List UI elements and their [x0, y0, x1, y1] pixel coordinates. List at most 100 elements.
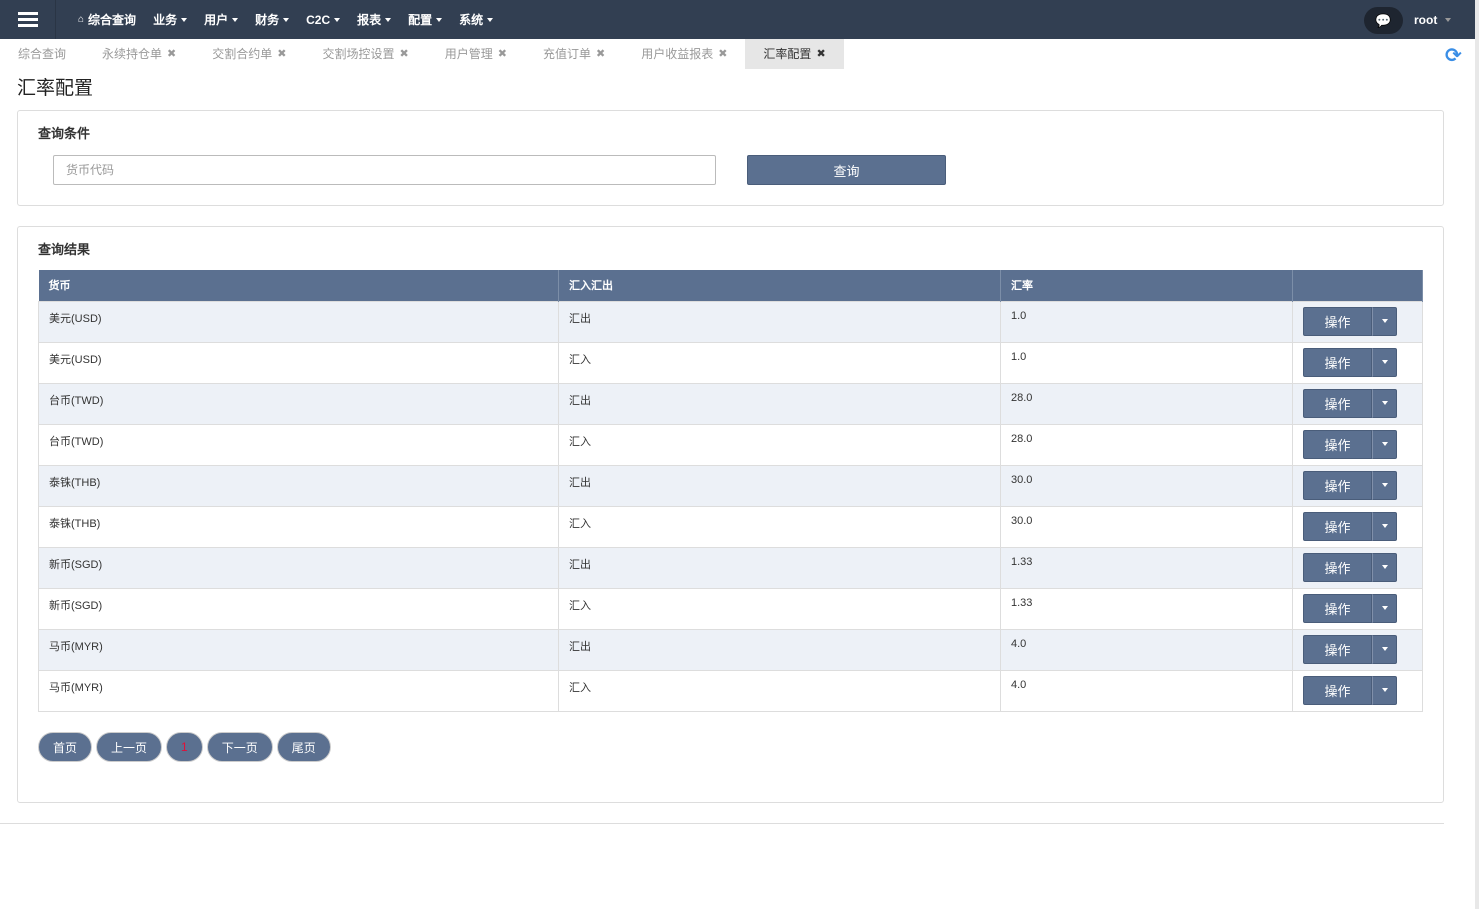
table-cell: 美元(USD)	[38, 341, 559, 384]
table-row: 马币(MYR) 汇入 4.0 操作	[38, 669, 1423, 712]
action-cell: 操作	[1292, 300, 1423, 343]
close-icon[interactable]: ✖	[497, 48, 507, 60]
action-button[interactable]: 操作	[1303, 511, 1372, 541]
tab[interactable]: 永续持仓单 ✖	[84, 39, 194, 69]
menu-item[interactable]: 业务	[153, 11, 188, 28]
refresh-icon[interactable]: ⟳	[1445, 45, 1462, 67]
action-button[interactable]: 操作	[1303, 470, 1372, 500]
tab-label: 综合查询	[18, 47, 67, 61]
action-button[interactable]: 操作	[1303, 675, 1372, 705]
table-cell: 泰铢(THB)	[38, 505, 559, 548]
top-navbar: ⌂ 综合查询 业务 用户 财务 C2C 报表 配置 系统 💬 root	[0, 0, 1475, 39]
query-button[interactable]: 查询	[747, 155, 946, 185]
action-button[interactable]: 操作	[1303, 347, 1372, 377]
scrollbar[interactable]	[1475, 0, 1479, 909]
menu-item[interactable]: ⌂ 综合查询	[78, 11, 136, 28]
tab[interactable]: 交割场控设置 ✖	[304, 39, 426, 69]
action-dropdown-toggle[interactable]	[1372, 388, 1397, 418]
action-dropdown-toggle[interactable]	[1372, 470, 1397, 500]
pagination: 首页 上一页 1 下一页 尾页	[38, 732, 331, 762]
table-cell: 30.0	[1000, 464, 1293, 507]
first-page-button[interactable]: 首页	[38, 732, 93, 762]
action-dropdown-toggle[interactable]	[1372, 347, 1397, 377]
close-icon[interactable]: ✖	[595, 48, 606, 60]
menu-item-label: 业务	[153, 13, 178, 27]
action-dropdown-toggle[interactable]	[1372, 634, 1397, 664]
table-cell: 1.0	[1000, 300, 1293, 343]
column-header: 货币	[38, 270, 559, 301]
action-button[interactable]: 操作	[1303, 388, 1372, 418]
action-dropdown-toggle[interactable]	[1372, 511, 1397, 541]
caret-down-icon	[232, 17, 239, 22]
table-cell: 汇出	[558, 464, 1001, 507]
caret-down-icon	[1381, 442, 1388, 446]
action-cell: 操作	[1292, 505, 1423, 548]
action-button[interactable]: 操作	[1303, 429, 1372, 459]
action-cell: 操作	[1292, 382, 1423, 425]
menu-item[interactable]: 报表	[357, 11, 392, 28]
close-icon[interactable]: ✖	[277, 48, 287, 60]
menu-item[interactable]: 系统	[459, 11, 494, 28]
username: root	[1414, 13, 1438, 27]
tab[interactable]: 综合查询	[0, 39, 84, 69]
chat-icon[interactable]: 💬	[1364, 7, 1403, 34]
action-dropdown-toggle[interactable]	[1372, 593, 1397, 623]
menu-item[interactable]: 财务	[255, 11, 290, 28]
menu-item-label: 报表	[357, 13, 382, 27]
table-cell: 1.33	[1000, 587, 1293, 630]
table-cell: 马币(MYR)	[38, 628, 559, 671]
table-cell: 28.0	[1000, 423, 1293, 466]
table-row: 台币(TWD) 汇出 28.0 操作	[38, 382, 1423, 425]
action-dropdown-toggle[interactable]	[1372, 429, 1397, 459]
action-button-group: 操作	[1303, 675, 1412, 705]
tab[interactable]: 交割合约单 ✖	[194, 39, 304, 69]
tab-label: 永续持仓单	[102, 47, 163, 61]
table-cell: 1.33	[1000, 546, 1293, 589]
caret-down-icon	[1381, 319, 1388, 323]
close-icon[interactable]: ✖	[816, 48, 826, 60]
next-page-button[interactable]: 下一页	[206, 732, 273, 762]
tab[interactable]: 用户收益报表 ✖	[623, 39, 745, 69]
action-button[interactable]: 操作	[1303, 306, 1372, 336]
action-button-group: 操作	[1303, 429, 1412, 459]
action-cell: 操作	[1292, 464, 1423, 507]
tab[interactable]: 汇率配置 ✖	[745, 39, 844, 69]
tab[interactable]: 用户管理 ✖	[427, 39, 525, 69]
current-page-button[interactable]: 1	[166, 732, 203, 762]
caret-down-icon	[436, 17, 443, 22]
table-cell: 台币(TWD)	[38, 423, 559, 466]
close-icon[interactable]: ✖	[399, 48, 409, 60]
user-menu[interactable]: root	[1414, 13, 1452, 27]
tab-label: 用户管理	[444, 47, 493, 61]
table-cell: 28.0	[1000, 382, 1293, 425]
action-button[interactable]: 操作	[1303, 634, 1372, 664]
action-dropdown-toggle[interactable]	[1372, 675, 1397, 705]
action-button[interactable]: 操作	[1303, 593, 1372, 623]
close-icon[interactable]: ✖	[167, 48, 177, 60]
close-icon[interactable]: ✖	[718, 48, 728, 60]
caret-down-icon	[1381, 565, 1388, 569]
menu-item[interactable]: C2C	[306, 13, 341, 27]
tab[interactable]: 充值订单 ✖	[525, 39, 623, 69]
action-dropdown-toggle[interactable]	[1372, 552, 1397, 582]
action-cell: 操作	[1292, 669, 1423, 712]
table-row: 美元(USD) 汇出 1.0 操作	[38, 300, 1423, 343]
prev-page-button[interactable]: 上一页	[96, 732, 163, 762]
tab-label: 交割合约单	[212, 47, 273, 61]
last-page-button[interactable]: 尾页	[276, 732, 331, 762]
tab-label: 充值订单	[542, 47, 591, 61]
table-cell: 泰铢(THB)	[38, 464, 559, 507]
results-panel: 查询结果 货币 汇入汇出 汇率 美元(USD) 汇出 1.0 操作 美元(USD) 汇入 1…	[17, 226, 1444, 803]
menu-item-label: 配置	[408, 13, 433, 27]
action-dropdown-toggle[interactable]	[1372, 306, 1397, 336]
menu-item[interactable]: 用户	[204, 11, 239, 28]
currency-code-input[interactable]	[53, 155, 716, 185]
action-button[interactable]: 操作	[1303, 552, 1372, 582]
results-table: 货币 汇入汇出 汇率 美元(USD) 汇出 1.0 操作 美元(USD) 汇入 1.0 操作台…	[38, 270, 1423, 712]
caret-down-icon	[487, 17, 494, 22]
column-header: 汇率	[1000, 270, 1293, 301]
menu-toggle-icon[interactable]	[0, 0, 56, 39]
table-cell: 汇出	[558, 300, 1001, 343]
menu-item[interactable]: 配置	[408, 11, 443, 28]
table-cell: 汇出	[558, 382, 1001, 425]
